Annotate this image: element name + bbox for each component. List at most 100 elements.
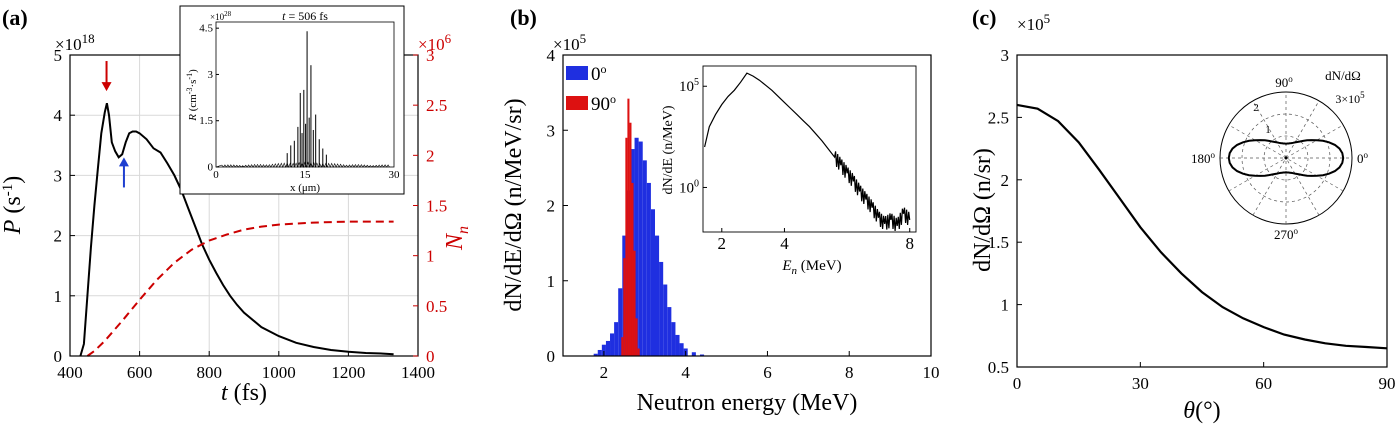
- bar-0deg: [646, 182, 651, 356]
- inset-b-y-tick-label: 100: [679, 178, 699, 196]
- y-tick-label: 2: [54, 227, 63, 246]
- bar-0deg: [593, 353, 598, 356]
- panel-a-y2-multiplier: ×106: [418, 31, 452, 54]
- bar-0deg: [679, 343, 684, 356]
- bar-0deg: [650, 209, 655, 356]
- panel-a-tag: (a): [2, 5, 28, 30]
- bar-90deg: [637, 348, 640, 356]
- bar-0deg: [601, 344, 606, 356]
- inset-b-x-tick-label: 8: [905, 234, 914, 253]
- panel-c-plot: [1016, 103, 1388, 350]
- x-tick-label: 400: [57, 363, 83, 382]
- inset-a-baseline: [215, 161, 390, 168]
- panel-c-tag: (c): [972, 5, 996, 30]
- legend-swatch-90deg: [566, 96, 588, 110]
- y2-tick-label: 3: [426, 46, 435, 65]
- panel-c-ylabel: dN/dΩ (n/sr): [970, 148, 996, 272]
- polar-angle-label: 90o: [1275, 74, 1293, 90]
- y-tick-label: 4: [547, 46, 556, 65]
- x-tick-label: 1000: [262, 363, 296, 382]
- x-tick-label: 1400: [401, 363, 435, 382]
- x-tick-label: 60: [1255, 374, 1272, 393]
- panel-a: (a) 400 600 800 1000 1200 1400 0 1 2 3 4 5 0 0.5 1 1.…: [0, 5, 472, 406]
- panel-a-arrows: [101, 61, 129, 188]
- inset-a-x-tick-label: 30: [389, 169, 401, 181]
- x-tick-label: 6: [763, 363, 772, 382]
- inset-a-ylabel: R (cm-3·s-1): [185, 69, 199, 122]
- inset-a-multiplier: ×1028: [210, 10, 232, 22]
- x-tick-label: 30: [1132, 374, 1149, 393]
- bar-0deg: [675, 334, 680, 356]
- inset-a-xlabel: x (μm): [290, 182, 320, 194]
- y-tick-label: 0.5: [988, 358, 1009, 377]
- y2-tick-label: 1.5: [426, 197, 447, 216]
- panel-a-y2ticks: 0 0.5 1 1.5 2 2.5 3: [413, 46, 447, 366]
- bar-0deg: [659, 261, 664, 356]
- inset-a-y-tick-label: 0: [208, 162, 214, 174]
- panel-a-plot: [79, 102, 394, 357]
- y2-tick-label: 1: [426, 247, 435, 266]
- x-tick-label: 4: [681, 363, 690, 382]
- inset-a-ticks: 0 15 30 0 1.5 3 4.5: [199, 23, 400, 181]
- x-tick-label: 2: [600, 363, 609, 382]
- bar-0deg: [638, 141, 643, 356]
- polar-distribution-lobe: [1227, 139, 1345, 177]
- panel-c-yticks: 0.5 1 1.5 2 2.5 3: [988, 46, 1022, 377]
- panel-b-ylabel: dN/dE/dΩ (n/MeV/sr): [501, 98, 527, 311]
- arrow-head-blue: [118, 157, 129, 167]
- bar-90deg: [635, 318, 638, 356]
- panel-c-polar-inset: dN/dΩ 3×105 12 90o 0o 180o 270o: [1191, 68, 1369, 242]
- panel-c: (c) 0 30 60 90 0.5 1 1.5 2 2.5 3 ×105 θ(°) dN/dΩ…: [970, 5, 1396, 424]
- panel-a-xlabel: t (fs): [221, 380, 267, 406]
- panel-b-y-multiplier: ×105: [553, 31, 586, 54]
- bar-0deg: [655, 235, 660, 356]
- arrow-head-red: [101, 82, 112, 92]
- bar-90deg: [623, 258, 626, 356]
- bar-0deg: [597, 349, 602, 356]
- x-tick-label: 800: [196, 363, 222, 382]
- y-tick-label: 2.5: [988, 108, 1009, 127]
- y-tick-label: 0: [547, 347, 556, 366]
- legend-swatch-0deg: [566, 66, 588, 80]
- polar-angle-label: 0o: [1357, 150, 1369, 166]
- bar-0deg: [605, 340, 611, 356]
- y2-tick-label: 2.5: [426, 96, 447, 115]
- panel-b-tag: (b): [510, 5, 537, 30]
- y2-tick-label: 2: [426, 146, 435, 165]
- panel-a-inset: 0 15 30 0 1.5 3 4.5 t = 506 fs ×1028 R (cm-3·s…: [179, 5, 405, 195]
- x-tick-label: 600: [127, 363, 153, 382]
- polar-ring-label: 2: [1253, 102, 1259, 114]
- y-tick-label: 5: [54, 46, 63, 65]
- y-tick-label: 3: [547, 121, 556, 140]
- panel-b-yticks: 0 1 2 3 4: [547, 46, 568, 366]
- polar-center-dot: [1284, 156, 1288, 160]
- inset-a-title: t = 506 fs: [282, 9, 328, 23]
- bar-0deg: [671, 322, 676, 356]
- inset-b-xlabel: En (MeV): [781, 258, 841, 277]
- bar-90deg: [627, 98, 630, 357]
- panel-c-xticks: 0 30 60 90: [1013, 362, 1396, 393]
- panel-a-y2label: Nn: [442, 226, 472, 251]
- inset-b-ticks: 2 4 8 100 105: [679, 77, 914, 253]
- polar-angle-label: 270o: [1274, 226, 1299, 242]
- series-neutron-yield-curve: [86, 220, 394, 357]
- x-tick-label: 0: [1013, 374, 1022, 393]
- inset-a-y-tick-label: 4.5: [199, 23, 213, 35]
- inset-a-plot: [215, 31, 390, 168]
- inset-b-frame: [702, 65, 917, 233]
- y-tick-label: 1.5: [988, 233, 1009, 252]
- y-tick-label: 2: [1001, 171, 1010, 190]
- inset-a-x-tick-label: 15: [300, 169, 312, 181]
- series-power-curve: [79, 102, 394, 357]
- y2-tick-label: 0: [426, 347, 435, 366]
- inset-a-background: [179, 5, 405, 195]
- bar-0deg: [634, 137, 639, 356]
- panel-b-legend: 0o 90o: [566, 62, 616, 115]
- bar-0deg: [691, 352, 696, 356]
- bar-0deg: [663, 284, 668, 356]
- inset-a-frame: [215, 21, 395, 168]
- x-tick-label: 1200: [331, 363, 365, 382]
- bar-0deg: [667, 307, 672, 356]
- bar-0deg: [699, 354, 705, 356]
